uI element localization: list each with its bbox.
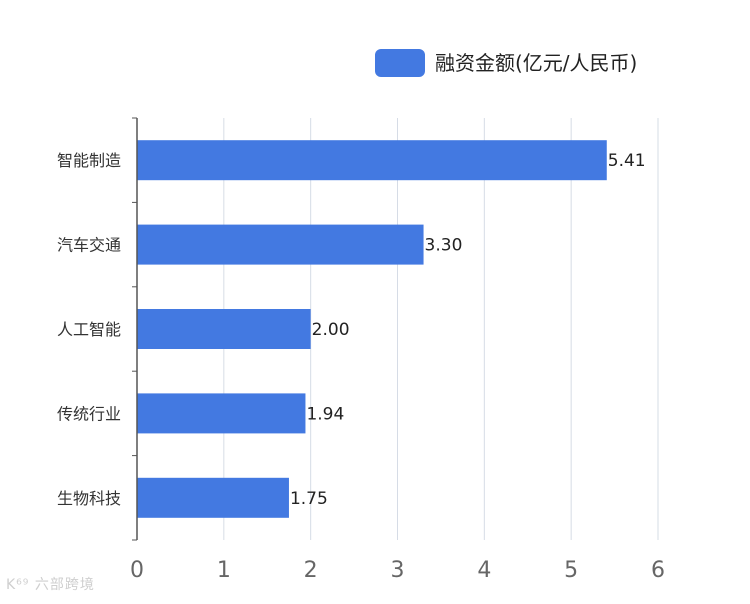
legend[interactable]: 融资金额(亿元/人民币): [375, 49, 637, 77]
x-tick-label-4: 4: [477, 558, 491, 583]
x-tick-label-2: 2: [304, 558, 318, 583]
value-label-2: 2.00: [312, 320, 350, 340]
bar-2[interactable]: [137, 309, 311, 349]
value-label-1: 3.30: [425, 236, 463, 256]
grid-lines: [223, 118, 659, 540]
legend-swatch[interactable]: [375, 49, 425, 77]
labels: 5.41 智能制造 3.30 汽车交通 2.00 人工智能 1.94 传统行业 1.75 生物科技…: [57, 151, 665, 583]
bar-0[interactable]: [137, 140, 607, 181]
category-label-4: 生物科技: [57, 489, 121, 508]
category-label-1: 汽车交通: [57, 236, 121, 255]
x-tick-label-3: 3: [391, 558, 405, 583]
bar-1[interactable]: [137, 224, 424, 265]
category-label-2: 人工智能: [57, 320, 121, 339]
x-tick-label-0: 0: [130, 558, 144, 583]
value-label-3: 1.94: [306, 404, 344, 424]
value-label-4: 1.75: [290, 489, 328, 509]
value-label-0: 5.41: [608, 151, 646, 171]
category-label-0: 智能制造: [57, 151, 121, 170]
axes: [132, 117, 138, 541]
x-tick-label-5: 5: [564, 558, 578, 583]
bars: [137, 140, 607, 518]
bar-3[interactable]: [137, 393, 306, 434]
x-tick-label-6: 6: [651, 558, 665, 583]
bar-4[interactable]: [137, 477, 289, 518]
watermark-text: K⁶⁹ 六部跨境: [6, 577, 95, 593]
legend-label[interactable]: 融资金额(亿元/人民币): [435, 51, 637, 75]
x-tick-label-1: 1: [217, 558, 231, 583]
category-label-3: 传统行业: [57, 404, 121, 423]
